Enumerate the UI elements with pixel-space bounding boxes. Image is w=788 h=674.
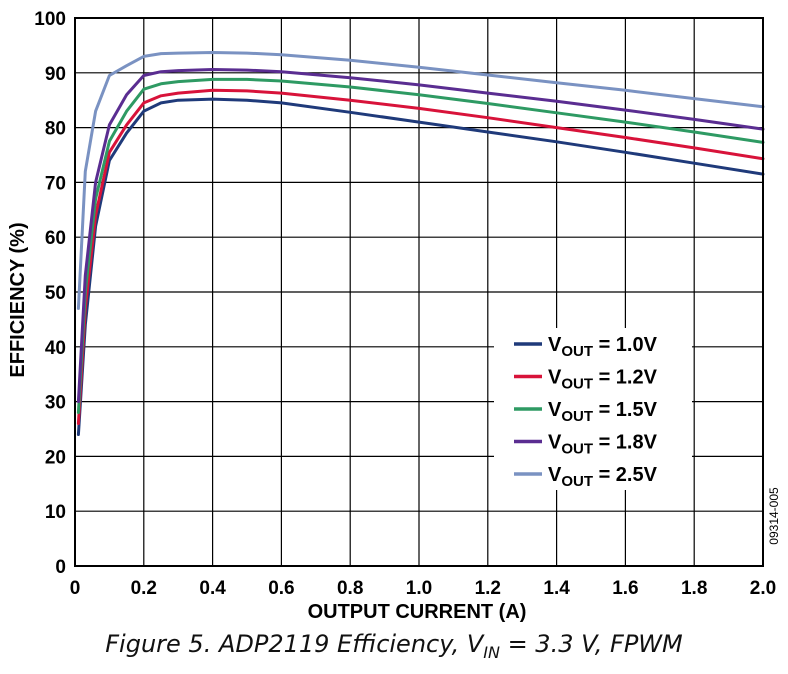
x-tick-label: 0.4: [199, 578, 226, 599]
x-tick-labels: 0 0.2 0.4 0.6 0.8 1.0 1.2 1.4 1.6 1.8 2.0: [70, 578, 777, 599]
series-line: [76, 51, 765, 310]
plot-frame: [74, 17, 764, 567]
legend-label-main: V: [548, 464, 562, 486]
y-tick-label: 30: [45, 393, 66, 414]
series-line: [76, 77, 765, 415]
series-line: [76, 97, 765, 436]
legend-label-sub: OUT: [561, 441, 593, 458]
x-tick-label: 1.2: [475, 578, 501, 599]
x-tick-label: 2.0: [750, 578, 776, 599]
y-axis-title: EFFICIENCY (%): [7, 222, 29, 377]
legend-label-sub: OUT: [561, 473, 593, 490]
legend-label-sub: OUT: [561, 343, 593, 360]
legend-label-rest: = 1.0V: [593, 334, 658, 356]
figure-code: 09314-005: [767, 487, 781, 545]
caption-prefix: Figure 5. ADP2119 Efficiency, V: [105, 630, 484, 658]
y-tick-labels: 0 10 20 30 40 50 60 70 80 90 100: [34, 9, 66, 578]
legend-label-rest: = 2.5V: [593, 464, 658, 486]
y-tick-label: 10: [45, 502, 66, 523]
y-tick-label: 50: [45, 283, 66, 304]
x-tick-label: 0: [70, 578, 81, 599]
x-tick-label: 0.6: [268, 578, 294, 599]
x-tick-label: 1.6: [612, 578, 638, 599]
efficiency-chart: 0 10 20 30 40 50 60 70 80 90 100 0 0.2 0.4 0.6 0.8 1.0 1…: [7, 9, 781, 623]
legend-label-main: V: [548, 432, 562, 454]
x-tick-label: 0.8: [337, 578, 363, 599]
series-lines: [76, 51, 765, 436]
legend-label-rest: = 1.5V: [593, 399, 658, 421]
caption-sub: IN: [483, 642, 500, 662]
series-line: [76, 88, 765, 425]
legend-label: VOUT = 2.5V: [548, 464, 658, 490]
legend-label: VOUT = 1.5V: [548, 399, 658, 425]
x-axis-title: OUTPUT CURRENT (A): [308, 601, 527, 623]
y-tick-label: 20: [45, 447, 66, 468]
caption-suffix: = 3.3 V, FPWM: [499, 630, 683, 658]
figure-caption: Figure 5. ADP2119 Efficiency, VIN = 3.3 …: [0, 630, 788, 662]
y-tick-label: 70: [45, 173, 66, 194]
x-tick-label: 1.4: [543, 578, 570, 599]
y-tick-label: 40: [45, 338, 66, 359]
legend-label: VOUT = 1.0V: [548, 334, 658, 360]
y-tick-label: 0: [55, 557, 66, 578]
x-tick-label: 0.2: [131, 578, 157, 599]
legend-label: VOUT = 1.8V: [548, 432, 658, 458]
y-tick-label: 90: [45, 64, 66, 85]
legend-label-main: V: [548, 367, 562, 389]
legend-label-rest: = 1.2V: [593, 367, 658, 389]
y-tick-label: 100: [34, 9, 66, 30]
x-tick-label: 1.8: [681, 578, 707, 599]
x-tick-label: 1.0: [406, 578, 432, 599]
series-line: [76, 68, 765, 404]
legend-label: VOUT = 1.2V: [548, 367, 658, 393]
legend-label-rest: = 1.8V: [593, 432, 658, 454]
legend-label-sub: OUT: [561, 376, 593, 393]
legend-label-sub: OUT: [561, 408, 593, 425]
y-tick-label: 60: [45, 228, 66, 249]
legend-label-main: V: [548, 334, 562, 356]
y-tick-label: 80: [45, 119, 66, 140]
legend-label-main: V: [548, 399, 562, 421]
